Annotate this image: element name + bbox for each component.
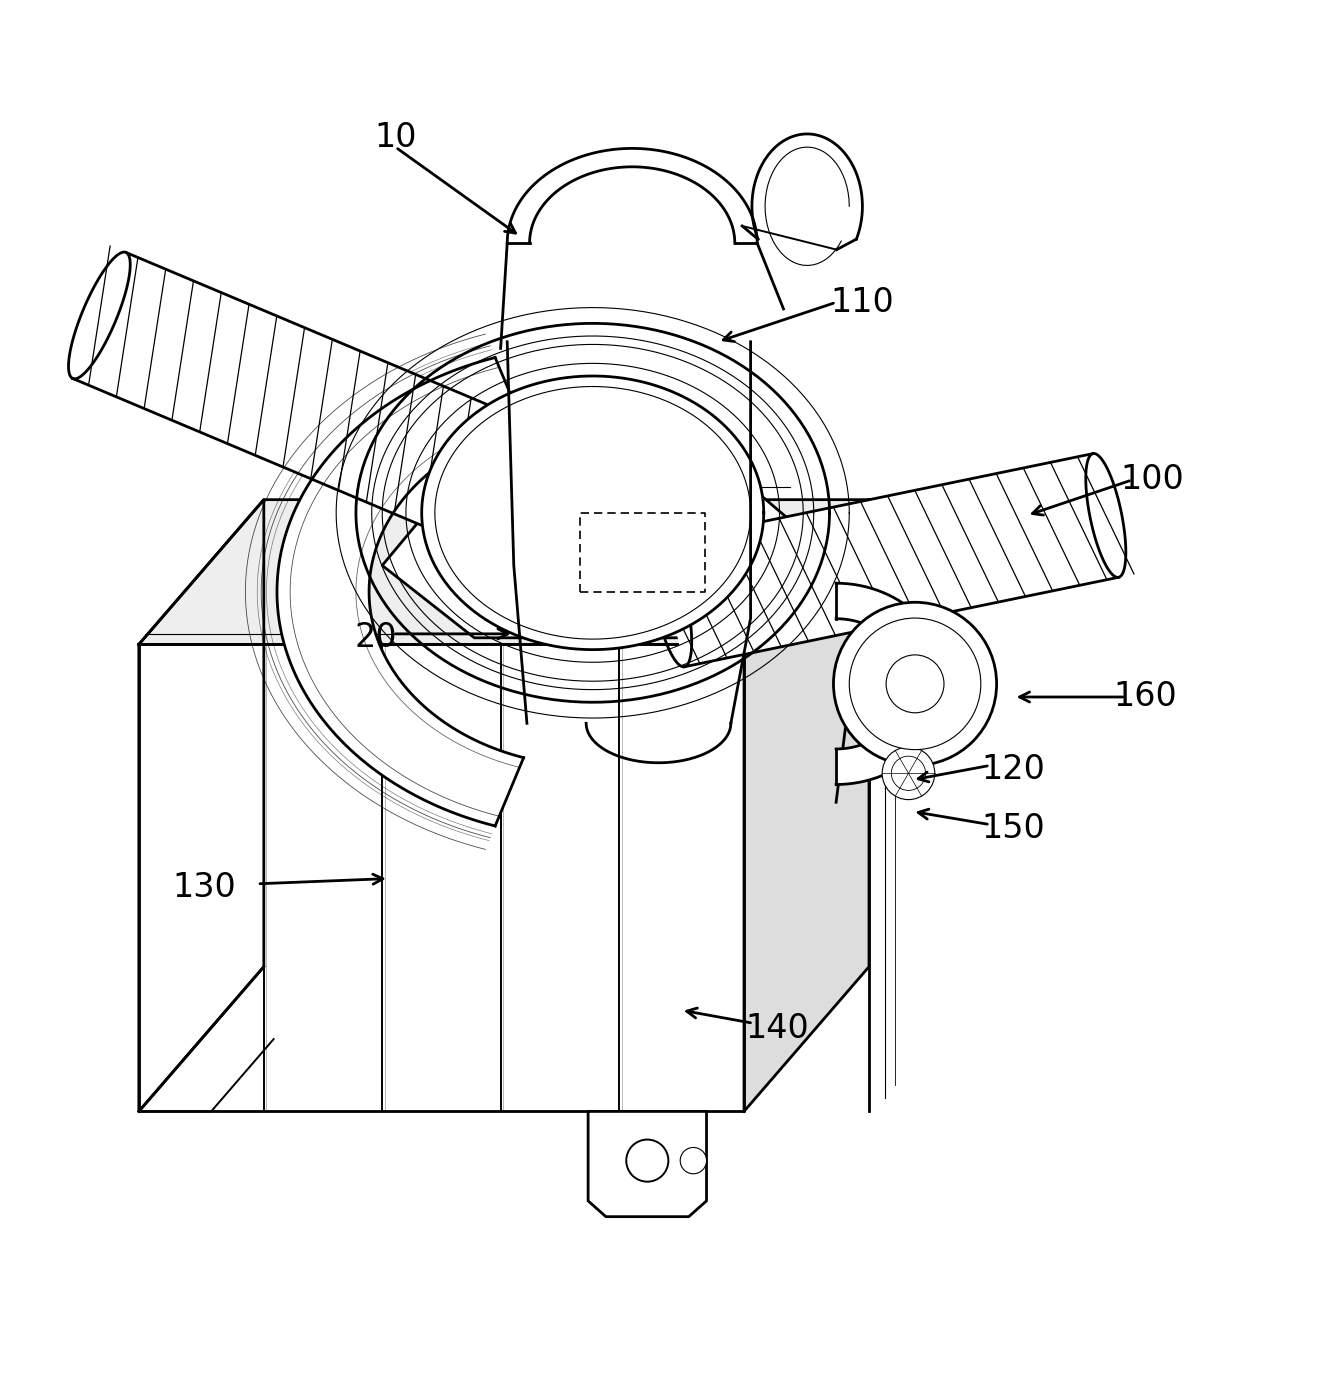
- Polygon shape: [382, 487, 843, 638]
- Polygon shape: [744, 499, 869, 1111]
- Text: 140: 140: [745, 1012, 809, 1046]
- Text: 20: 20: [354, 622, 396, 654]
- Circle shape: [849, 618, 981, 750]
- Circle shape: [834, 602, 997, 765]
- Polygon shape: [72, 252, 626, 590]
- Polygon shape: [138, 499, 263, 1111]
- Polygon shape: [68, 252, 130, 379]
- Polygon shape: [1085, 453, 1126, 577]
- Text: 150: 150: [982, 813, 1046, 845]
- Polygon shape: [658, 453, 1118, 666]
- Circle shape: [680, 1147, 706, 1174]
- Text: 100: 100: [1119, 463, 1184, 496]
- Circle shape: [882, 747, 935, 800]
- Polygon shape: [589, 1111, 706, 1217]
- Polygon shape: [277, 357, 524, 827]
- Text: 120: 120: [981, 753, 1046, 786]
- Circle shape: [886, 655, 944, 712]
- Polygon shape: [138, 644, 744, 1111]
- Text: 130: 130: [173, 871, 237, 905]
- Text: 10: 10: [374, 121, 416, 155]
- Circle shape: [627, 1139, 668, 1182]
- Polygon shape: [138, 499, 869, 644]
- Polygon shape: [836, 583, 948, 785]
- Text: 110: 110: [831, 286, 894, 319]
- Polygon shape: [421, 376, 764, 650]
- Text: 160: 160: [1113, 680, 1177, 714]
- Circle shape: [892, 756, 926, 790]
